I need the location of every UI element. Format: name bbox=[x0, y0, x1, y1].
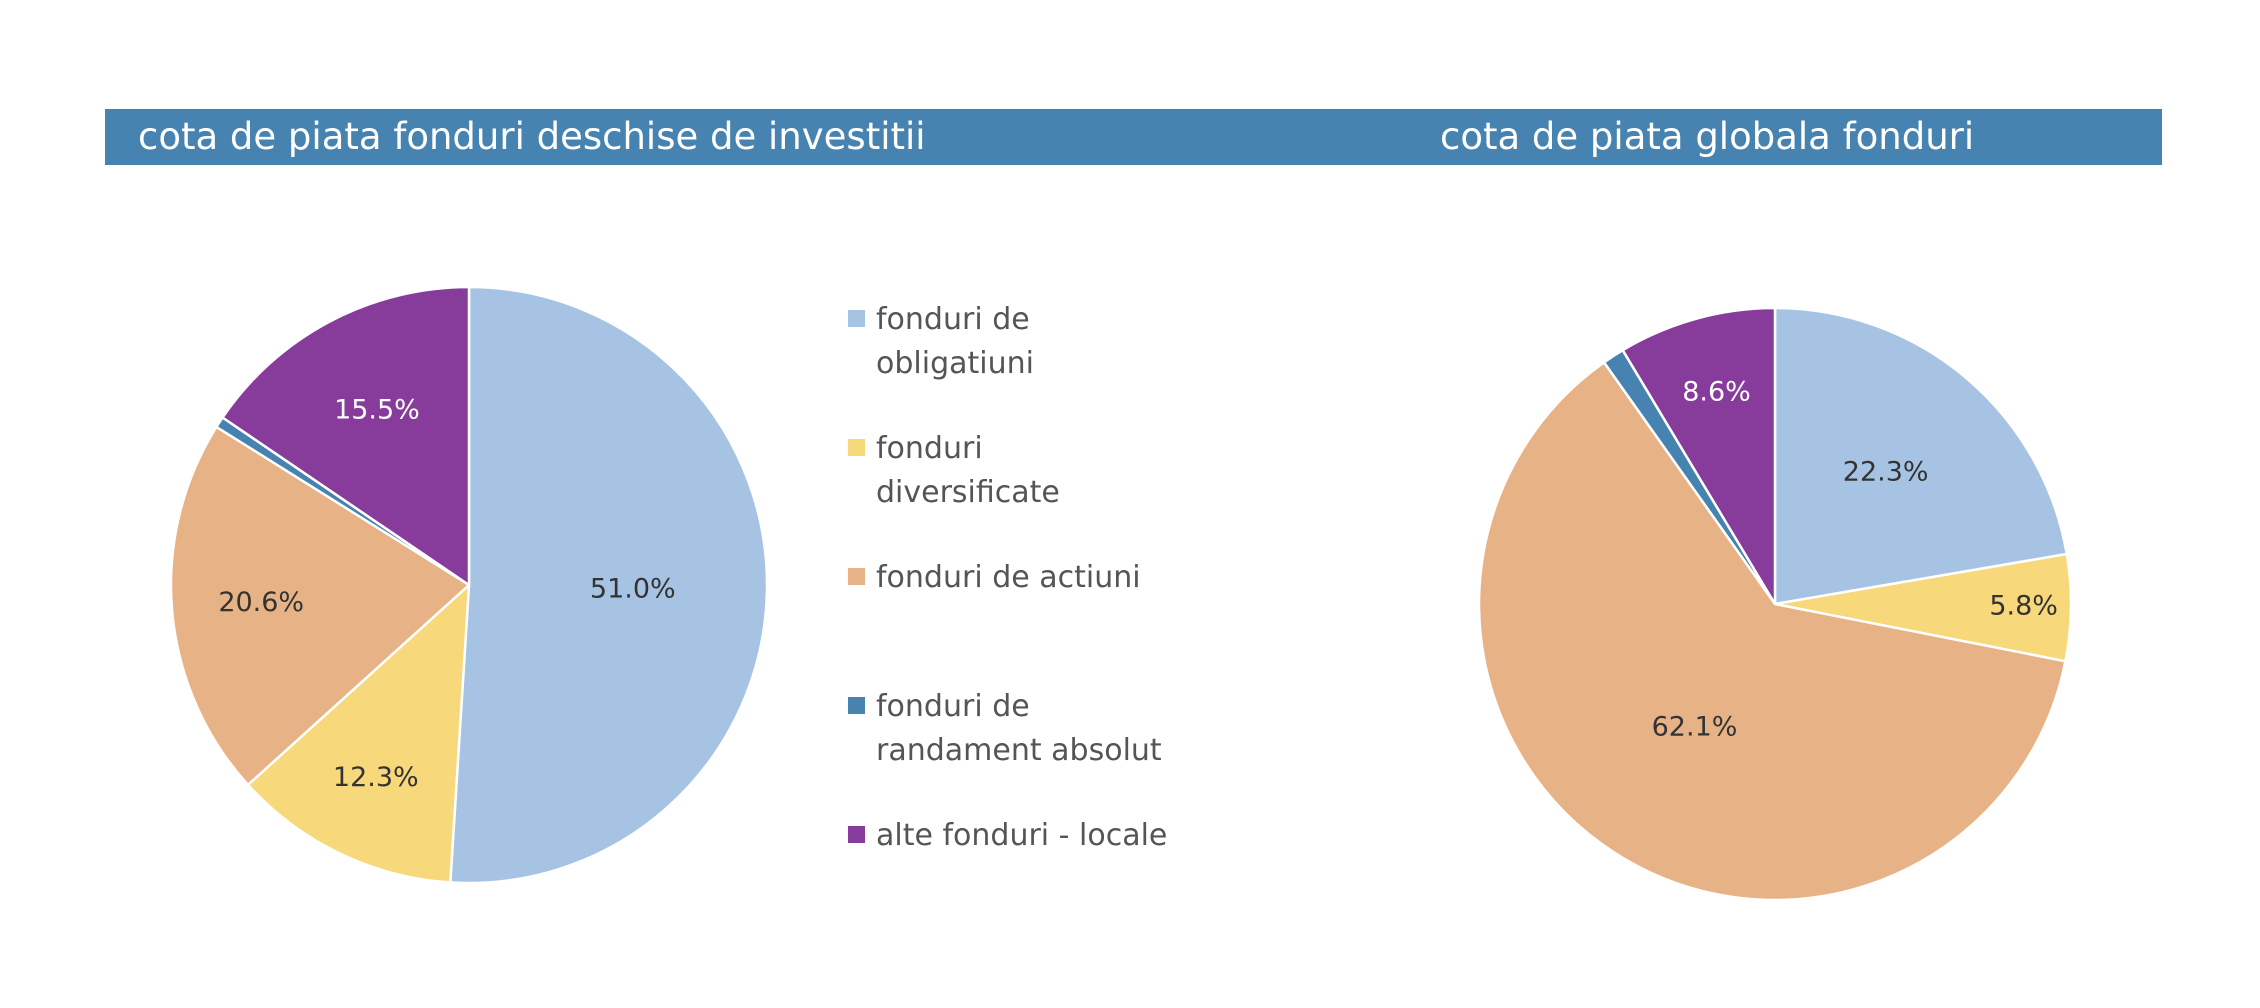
data-label-actiuni: 20.6% bbox=[218, 587, 304, 618]
pie-chart-globala: 22.3% 5.8% 62.1% 8.6% bbox=[1477, 306, 2073, 902]
legend-label-alte-fonduri: alte fonduri - locale bbox=[876, 818, 1168, 853]
legend-label-randament-absolut: fonduri de randament absolut bbox=[876, 689, 1162, 768]
pie-slice-alte-fonduri bbox=[221, 285, 471, 587]
pie-slice-alte-fonduri bbox=[1621, 306, 1777, 606]
data-label-diversificate: 5.8% bbox=[1989, 591, 2058, 622]
pie-slice-obligatiuni bbox=[1773, 306, 2068, 606]
data-label-alte-fonduri: 8.6% bbox=[1682, 376, 1751, 407]
data-label-actiuni: 62.1% bbox=[1652, 712, 1738, 743]
pie-slice-actiuni bbox=[169, 425, 471, 787]
pie-slice-obligatiuni bbox=[449, 285, 769, 885]
chart-title-left: cota de piata fonduri deschise de invest… bbox=[138, 115, 926, 158]
legend-swatch-obligatiuni bbox=[848, 310, 865, 327]
pie-slice-diversificate bbox=[246, 583, 471, 884]
pie-slice-actiuni bbox=[1477, 361, 2067, 902]
legend-swatch-randament-absolut bbox=[848, 697, 865, 714]
data-label-obligatiuni: 22.3% bbox=[1843, 456, 1929, 487]
chart-title-right: cota de piata globala fonduri bbox=[1440, 115, 1975, 158]
data-label-alte-fonduri: 15.5% bbox=[334, 395, 420, 426]
data-label-obligatiuni: 51.0% bbox=[590, 574, 676, 605]
pie-chart-fonduri-deschise: 51.0% 12.3% 20.6% 15.5% bbox=[169, 285, 769, 885]
chart-header-band bbox=[105, 109, 2162, 165]
legend-swatch-diversificate bbox=[848, 439, 865, 456]
legend-label-diversificate: fonduri diversificate bbox=[876, 431, 1060, 510]
data-label-diversificate: 12.3% bbox=[333, 762, 419, 793]
legend-swatch-alte-fonduri bbox=[848, 826, 865, 843]
legend-swatch-actiuni bbox=[848, 568, 865, 585]
legend-label-actiuni: fonduri de actiuni bbox=[876, 560, 1141, 595]
legend-label-obligatiuni: fonduri de obligatiuni bbox=[876, 302, 1034, 381]
